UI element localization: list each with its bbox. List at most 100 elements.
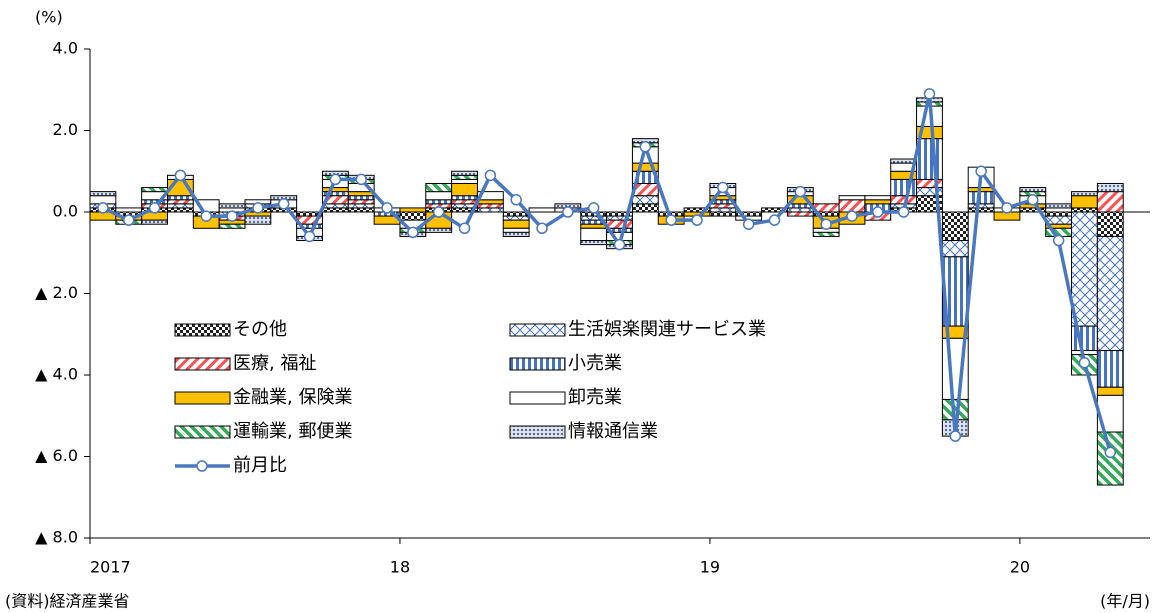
bar-segment: [1045, 207, 1073, 213]
line-marker: [949, 430, 962, 442]
bar-segment: [451, 199, 478, 205]
line-marker: [613, 238, 626, 251]
bar-segment: [1096, 431, 1124, 486]
bar-segment: [1096, 350, 1124, 388]
bar-segment: [890, 178, 918, 197]
bar-segment: [1096, 211, 1124, 237]
axes: 4.0 2.0 0.0 ▲ 2.0 ▲ 4.0 ▲ 6.0 ▲ 8.0 2017 18 19 20: [35, 39, 1150, 577]
bar-segment: [115, 207, 143, 213]
line-marker: [458, 222, 471, 235]
line-marker: [484, 169, 497, 182]
x-tick-label: 20: [1010, 558, 1030, 577]
line-marker: [562, 206, 574, 218]
legend-label: 卸売業: [568, 387, 622, 408]
bar-segment: [580, 240, 608, 246]
line-marker: [1078, 357, 1091, 369]
line-marker: [174, 169, 187, 182]
bar-segment: [425, 227, 453, 233]
legend-swatch: [509, 425, 566, 439]
bar-segment: [1045, 211, 1073, 217]
bar-segment: [967, 203, 995, 209]
bar-segment: [631, 203, 659, 213]
bar-segment: [786, 207, 814, 213]
bar-segment: [399, 211, 427, 221]
legend-swatch: [509, 357, 566, 371]
bar-segment: [218, 203, 246, 209]
bar-segment: [89, 191, 117, 197]
legend-label: 医療, 福祉: [233, 353, 316, 374]
bar-segment: [1071, 350, 1098, 356]
legend-swatch: [509, 391, 566, 405]
bar-segment: [425, 199, 453, 205]
bar-segment: [1096, 386, 1124, 396]
bar-segment: [451, 170, 478, 176]
line-marker: [252, 202, 264, 214]
bar-segment: [476, 191, 504, 201]
line-marker: [122, 214, 135, 226]
bar-segment: [451, 178, 478, 184]
bar-segment: [347, 199, 375, 205]
y-tick-label: ▲ 8.0: [35, 528, 78, 547]
y-tick-label: 0.0: [53, 202, 78, 221]
line-marker: [432, 206, 445, 218]
line-marker: [355, 173, 367, 186]
line: [102, 93, 1112, 453]
line-marker: [742, 218, 755, 230]
bar-segment: [502, 227, 530, 233]
y-tick-label: ▲ 6.0: [35, 446, 78, 465]
bar-segment: [502, 215, 530, 221]
bar-segment: [786, 211, 814, 217]
y-tick-label: 4.0: [53, 39, 78, 58]
bar-segment: [425, 182, 453, 193]
bar-segment: [916, 178, 943, 189]
line-marker: [329, 173, 342, 186]
y-tick-label: ▲ 2.0: [35, 283, 78, 302]
bar-segment: [502, 211, 530, 217]
legend-marker: [196, 460, 208, 472]
bar-segment: [838, 199, 866, 213]
line-marker: [794, 185, 807, 198]
bar-segment: [709, 203, 737, 209]
bar-segment: [1071, 195, 1098, 209]
line-marker: [1052, 234, 1065, 247]
bar-segment: [347, 203, 375, 209]
bar-segment: [864, 199, 892, 205]
legend-swatch: [174, 357, 231, 371]
bar-segment: [399, 207, 427, 213]
bar-segment: [709, 207, 737, 213]
line-marker: [148, 202, 161, 214]
bar-segment: [967, 207, 995, 213]
bar-segment: [476, 207, 504, 213]
bar-segment: [1071, 211, 1098, 327]
bar-segment: [347, 207, 375, 213]
bar-segment: [967, 191, 995, 205]
line-marker: [97, 202, 109, 214]
line-marker: [381, 202, 393, 214]
bar-segment: [606, 219, 633, 229]
line-marker: [200, 210, 212, 222]
x-tick-label: 19: [700, 558, 720, 577]
line-marker: [691, 214, 703, 226]
bar-segment: [141, 187, 168, 193]
bar-segment: [502, 219, 530, 229]
bar-segment: [631, 195, 659, 205]
line-marker: [407, 226, 419, 239]
bar-segment: [321, 187, 349, 193]
bar-segment: [812, 231, 840, 237]
legend-label: 運輸業, 郵便業: [233, 421, 352, 442]
legend-label: 金融業, 保険業: [233, 387, 352, 408]
x-tick-label: 18: [390, 558, 410, 577]
bar-segment: [916, 138, 943, 180]
bar-segment: [425, 191, 453, 201]
bar-segment: [321, 191, 349, 197]
legend-swatch: [174, 391, 231, 405]
bar-segment: [1071, 191, 1098, 197]
line-marker: [846, 210, 858, 222]
line-marker: [303, 230, 316, 243]
bar-segment: [476, 203, 504, 209]
bar-segment: [1096, 235, 1124, 352]
legend-label: 前月比: [233, 455, 287, 476]
legend-label: 生活娯楽関連サービス業: [568, 319, 766, 340]
